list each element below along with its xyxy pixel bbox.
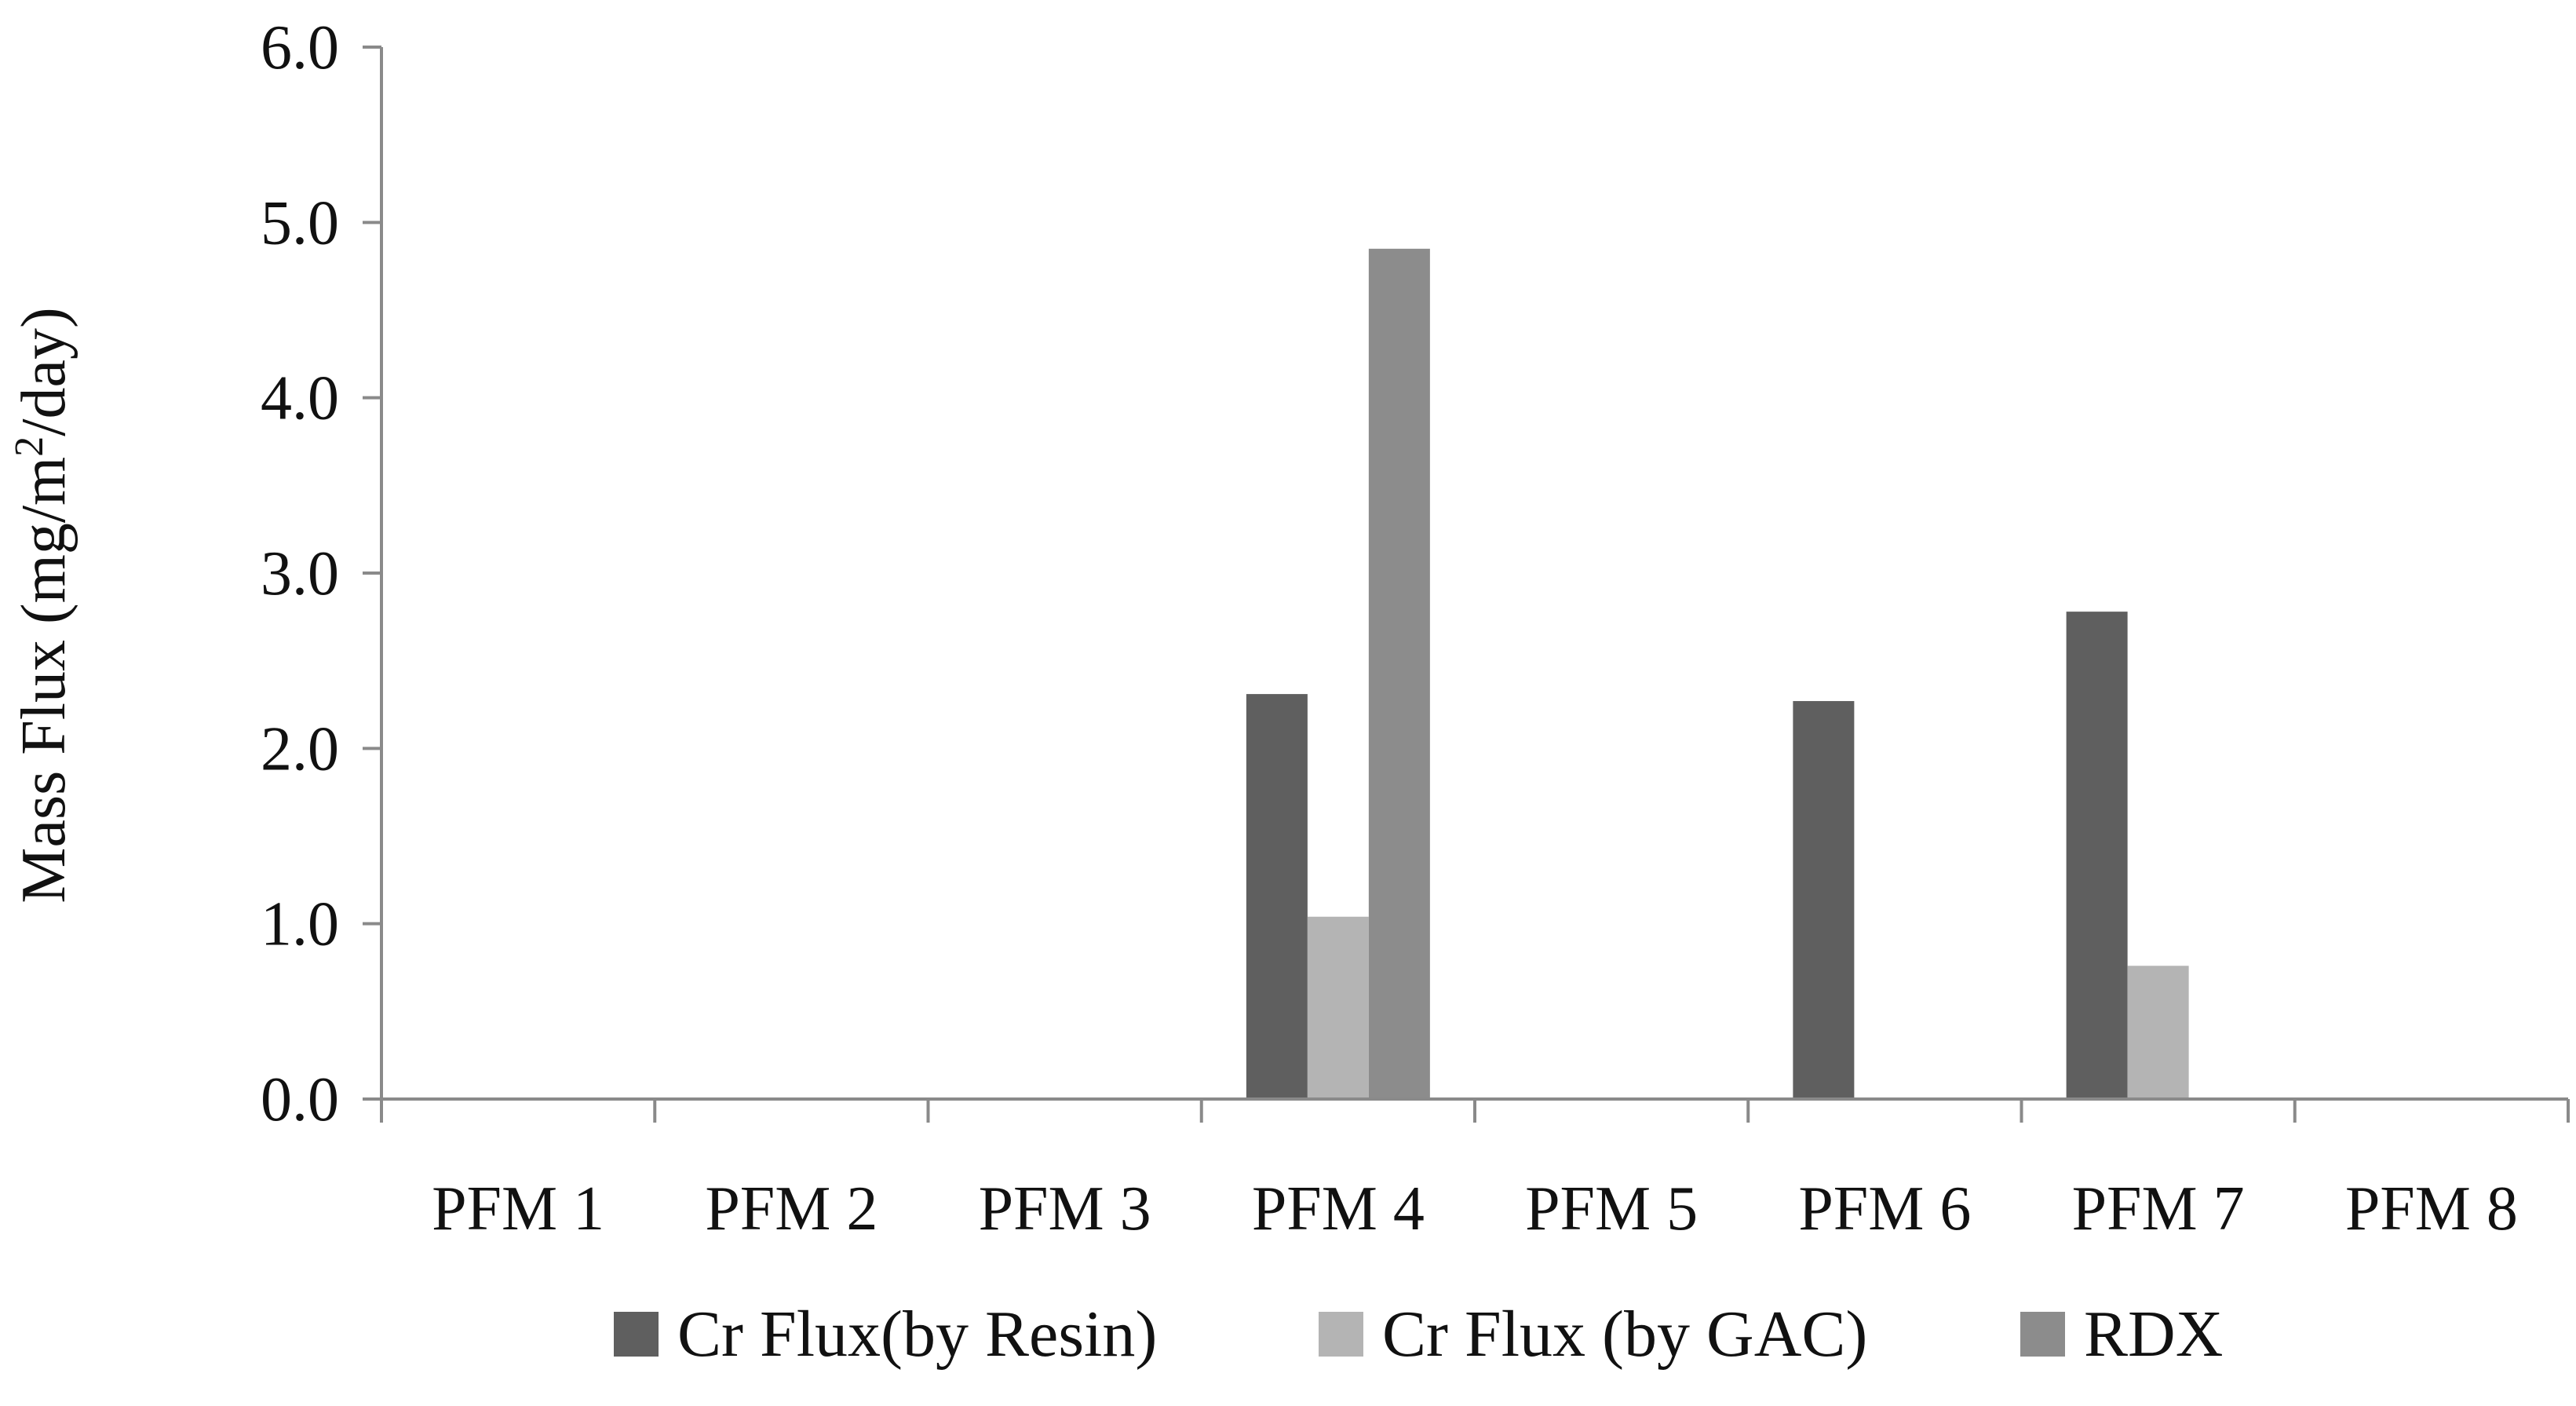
x-axis-ticks: PFM 1 PFM 2 PFM 3 PFM 4 PFM 5 PFM 6 PFM 7 PFM 8 (380, 1099, 2570, 1243)
y-axis-title-main: Mass Flux (mg/m (9, 457, 78, 904)
y-axis-title-superscript: 2 (7, 436, 52, 457)
y-tick-label: 4.0 (261, 364, 339, 433)
legend-label: RDX (2084, 1298, 2223, 1371)
x-tick-label: PFM 8 (2345, 1174, 2518, 1243)
y-tick-label: 1.0 (261, 890, 339, 959)
x-tick-label: PFM 5 (1525, 1174, 1698, 1243)
y-tick-label: 6.0 (261, 13, 339, 82)
x-tick-label: PFM 1 (432, 1174, 604, 1243)
bars (1246, 248, 2189, 1099)
legend-swatch (1319, 1312, 1363, 1357)
legend-swatch (2020, 1312, 2065, 1357)
y-tick-label: 2.0 (261, 714, 339, 783)
x-tick-label: PFM 6 (1798, 1174, 1971, 1243)
y-tick-label: 5.0 (261, 188, 339, 257)
axes (380, 47, 2568, 1101)
legend: Cr Flux(by Resin) Cr Flux (by GAC) RDX (614, 1298, 2223, 1371)
bar-cr-flux-by-resin-7 (2066, 612, 2128, 1099)
bar-rdx-4 (1368, 248, 1430, 1099)
legend-swatch (614, 1312, 659, 1357)
y-tick-label: 3.0 (261, 539, 339, 608)
bar-cr-flux-by-resin-4 (1246, 694, 1308, 1099)
bar-cr-flux-by-gac-7 (2127, 966, 2189, 1099)
x-tick-label: PFM 4 (1252, 1174, 1425, 1243)
bar-cr-flux-by-gac-4 (1307, 916, 1369, 1099)
y-axis-title-end: /day) (9, 307, 78, 436)
y-axis-title: Mass Flux (mg/m2/day) (7, 307, 79, 903)
x-tick-label: PFM 3 (979, 1174, 1151, 1243)
x-tick-label: PFM 7 (2072, 1174, 2245, 1243)
svg-text:Mass Flux (mg/m2/day): Mass Flux (mg/m2/day) (7, 307, 79, 903)
y-tick-label: 0.0 (261, 1065, 339, 1134)
x-tick-label: PFM 2 (705, 1174, 878, 1243)
legend-label: Cr Flux (by GAC) (1382, 1298, 1867, 1371)
y-axis-ticks: 0.0 1.0 2.0 3.0 4.0 5.0 6.0 (261, 13, 381, 1134)
bar-cr-flux-by-resin-6 (1793, 701, 1855, 1099)
legend-label: Cr Flux(by Resin) (677, 1298, 1157, 1371)
